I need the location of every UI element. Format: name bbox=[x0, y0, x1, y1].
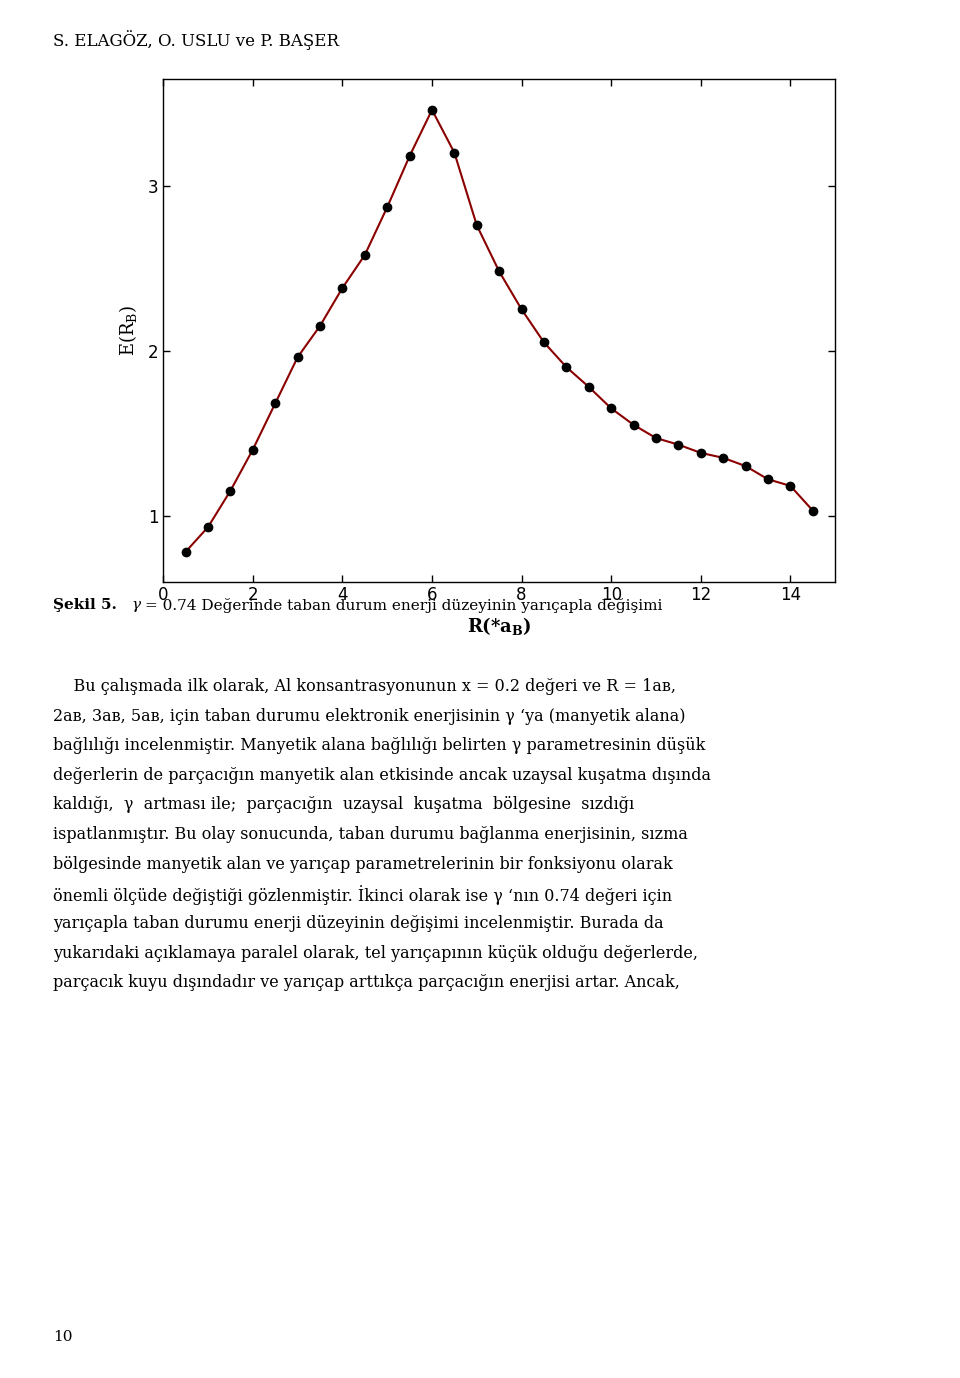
Text: γ: γ bbox=[132, 598, 141, 612]
Text: ispatlanmıştır. Bu olay sonucunda, taban durumu bağlanma enerjisinin, sızma: ispatlanmıştır. Bu olay sonucunda, taban… bbox=[53, 825, 687, 843]
Text: değerlerin de parçacığın manyetik alan etkisinde ancak uzaysal kuşatma dışında: değerlerin de parçacığın manyetik alan e… bbox=[53, 766, 710, 784]
Text: 10: 10 bbox=[53, 1330, 72, 1344]
Text: parçacık kuyu dışındadır ve yarıçap arttıkça parçacığın enerjisi artar. Ancak,: parçacık kuyu dışındadır ve yarıçap artt… bbox=[53, 974, 680, 991]
Text: S. ELAGÖZ, O. USLU ve P. BAŞER: S. ELAGÖZ, O. USLU ve P. BAŞER bbox=[53, 30, 339, 50]
Text: Bu çalışmada ilk olarak, Al konsantrasyonunun x = 0.2 değeri ve R = 1aʙ,: Bu çalışmada ilk olarak, Al konsantrasyo… bbox=[53, 678, 676, 695]
Text: önemli ölçüde değiştiği gözlenmiştir. İkinci olarak ise γ ‘nın 0.74 değeri için: önemli ölçüde değiştiği gözlenmiştir. İk… bbox=[53, 885, 672, 905]
Text: Şekil 5.: Şekil 5. bbox=[53, 598, 117, 612]
Text: bölgesinde manyetik alan ve yarıçap parametrelerinin bir fonksiyonu olarak: bölgesinde manyetik alan ve yarıçap para… bbox=[53, 856, 673, 872]
Text: 2aʙ, 3aʙ, 5aʙ, için taban durumu elektronik enerjisinin γ ‘ya (manyetik alana): 2aʙ, 3aʙ, 5aʙ, için taban durumu elektro… bbox=[53, 708, 685, 725]
Y-axis label: E(R$_\mathregular{B}$): E(R$_\mathregular{B}$) bbox=[117, 305, 139, 356]
Text: = 0.74 Değerinde taban durum enerji düzeyinin yarıçapla değişimi: = 0.74 Değerinde taban durum enerji düze… bbox=[145, 598, 662, 613]
Text: bağlılığı incelenmiştir. Manyetik alana bağlılığı belirten γ parametresinin düşü: bağlılığı incelenmiştir. Manyetik alana … bbox=[53, 737, 706, 754]
X-axis label: R(*a$_\mathregular{B}$): R(*a$_\mathregular{B}$) bbox=[467, 616, 532, 638]
Text: kaldığı,  γ  artması ile;  parçacığın  uzaysal  kuşatma  bölgesine  sızdığı: kaldığı, γ artması ile; parçacığın uzays… bbox=[53, 796, 634, 813]
Text: yarıçapla taban durumu enerji düzeyinin değişimi incelenmiştir. Burada da: yarıçapla taban durumu enerji düzeyinin … bbox=[53, 915, 663, 932]
Text: yukarıdaki açıklamaya paralel olarak, tel yarıçapının küçük olduğu değerlerde,: yukarıdaki açıklamaya paralel olarak, te… bbox=[53, 945, 698, 962]
